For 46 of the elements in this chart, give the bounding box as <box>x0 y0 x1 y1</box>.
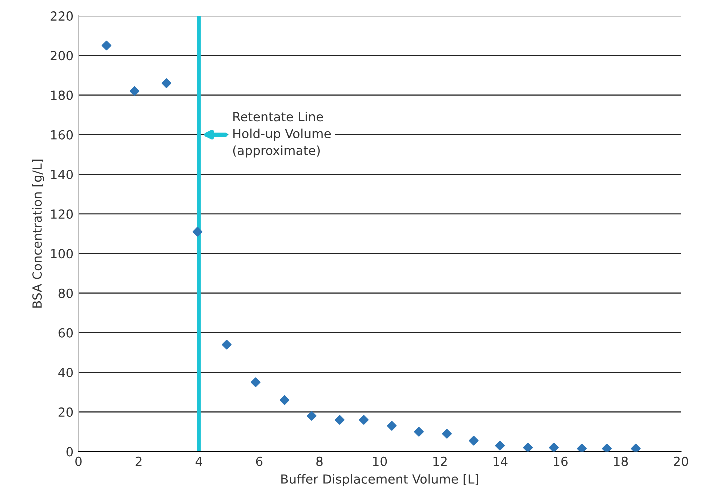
y-tick-label: 0 <box>66 447 74 457</box>
point <box>495 440 506 451</box>
point <box>307 411 317 422</box>
x-tick-label: 8 <box>316 456 323 466</box>
x-tick-label: 12 <box>434 456 447 466</box>
y-tick-label: 180 <box>51 90 74 100</box>
y-tick-label: 40 <box>58 368 74 378</box>
point <box>414 427 424 437</box>
y-tick-label: 160 <box>51 130 74 140</box>
point <box>469 436 479 446</box>
point <box>102 40 112 51</box>
y-tick-label: 200 <box>50 51 74 61</box>
x-tick-label: 16 <box>554 456 568 466</box>
y-tick-label: 60 <box>58 328 74 338</box>
y-tick-label: 120 <box>51 210 74 220</box>
x-tick-label: 0 <box>76 456 82 466</box>
y-axis-title: BSA Concentration [g/L] <box>32 160 44 308</box>
point <box>523 442 534 452</box>
point <box>251 378 261 388</box>
point <box>387 421 397 431</box>
x-tick-label: 6 <box>256 456 263 466</box>
point <box>549 442 559 452</box>
y-tick-label: 100 <box>51 249 74 259</box>
x-tick-label: 18 <box>614 456 628 466</box>
y-tick-label: 20 <box>58 408 74 418</box>
point <box>192 227 203 237</box>
y-tick-label: 80 <box>58 288 74 298</box>
y-tick-label: 220 <box>50 12 74 21</box>
y-tick-label: 140 <box>51 170 74 180</box>
point <box>130 86 140 96</box>
point <box>577 444 587 452</box>
point <box>359 415 369 425</box>
x-axis-title: Buffer Displacement Volume [L] <box>282 474 478 486</box>
x-tick-label: 2 <box>136 456 142 466</box>
point <box>602 444 612 452</box>
point <box>335 415 345 425</box>
x-tick-label: 20 <box>674 456 688 466</box>
x-tick-label: 14 <box>494 457 508 466</box>
point <box>162 78 172 88</box>
point <box>222 340 232 350</box>
point <box>631 444 641 452</box>
x-tick-label: 4 <box>196 457 203 466</box>
annotation: Retentate Line Hold-up Volume (approximate) <box>233 112 331 158</box>
point <box>442 429 452 439</box>
point <box>280 395 290 406</box>
x-tick-label: 10 <box>373 456 388 466</box>
